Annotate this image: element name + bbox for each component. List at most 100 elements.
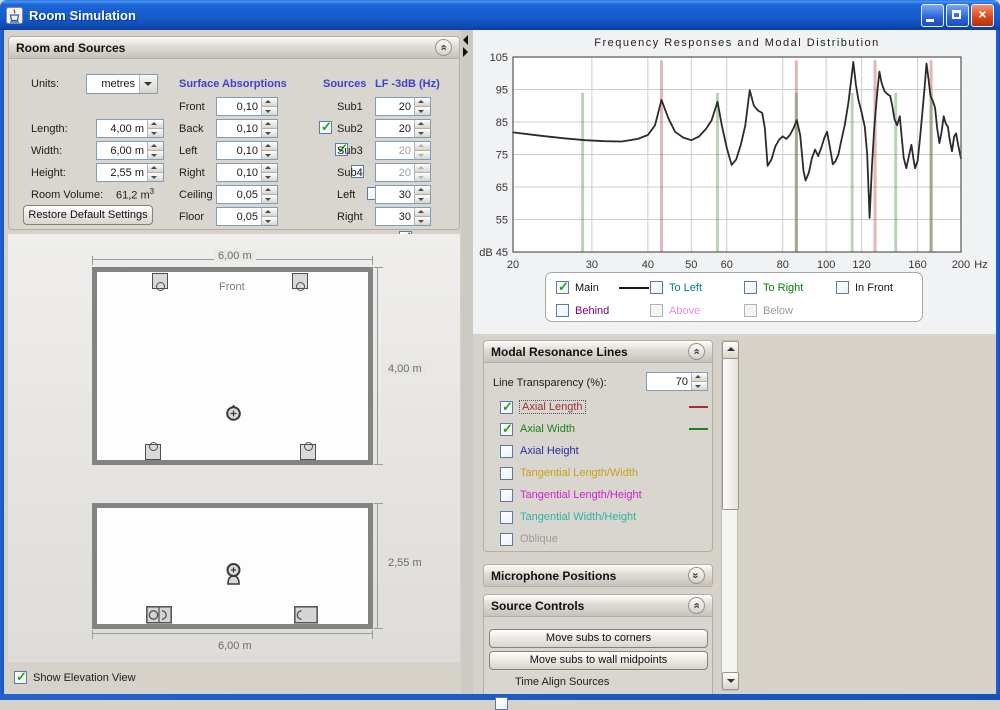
spinner-down-icon[interactable]: [415, 151, 430, 159]
modal-resonance-header[interactable]: Modal Resonance Lines: [484, 341, 712, 363]
spinner-down-icon[interactable]: [262, 129, 277, 137]
absorption-front-spinner[interactable]: 0,10: [216, 97, 278, 116]
collapse-panel-icon[interactable]: [435, 39, 452, 56]
tangential-length-width-checkbox[interactable]: [500, 467, 513, 480]
lf-sub4-spinner[interactable]: 20: [375, 163, 431, 182]
listener-icon[interactable]: [224, 403, 243, 422]
spinner-down-icon[interactable]: [148, 151, 163, 159]
legend-to-right-checkbox[interactable]: [744, 281, 757, 294]
collapse-panel-icon[interactable]: [688, 343, 705, 360]
spinner-down-icon[interactable]: [415, 173, 430, 181]
length-spinner[interactable]: 4,00 m: [96, 119, 164, 138]
modal-row-tangential-length-height[interactable]: Tangential Length/Height: [500, 487, 642, 503]
show-elevation-checkbox[interactable]: [14, 671, 27, 684]
lf-sub1-spinner[interactable]: 20: [375, 97, 431, 116]
speaker-icon[interactable]: [152, 273, 168, 289]
modal-row-tangential-length-width[interactable]: Tangential Length/Width: [500, 465, 638, 481]
spinner-down-icon[interactable]: [148, 173, 163, 181]
legend-item-behind[interactable]: Behind: [556, 304, 609, 317]
move-subs-to-corners-button[interactable]: Move subs to corners: [489, 629, 708, 648]
right-panel-scrollbar[interactable]: [721, 340, 738, 691]
legend-to-left-checkbox[interactable]: [650, 281, 663, 294]
axial-height-checkbox[interactable]: [500, 445, 513, 458]
time-align-sources-checkbox[interactable]: [495, 697, 508, 710]
split-divider[interactable]: [461, 30, 473, 694]
legend-item-in-front[interactable]: In Front: [836, 281, 893, 294]
modal-row-axial-height[interactable]: Axial Height: [500, 443, 579, 459]
restore-default-settings-button[interactable]: Restore Default Settings: [23, 205, 153, 225]
listener-head-icon[interactable]: [224, 562, 243, 586]
expand-panel-icon[interactable]: [688, 567, 705, 584]
tangential-width-height-checkbox[interactable]: [500, 511, 513, 524]
plan-view-room[interactable]: [92, 267, 373, 465]
spinner-up-icon[interactable]: [692, 373, 707, 382]
lf-sub2-spinner[interactable]: 20: [375, 119, 431, 138]
axial-length-checkbox[interactable]: [500, 401, 513, 414]
legend-item-above[interactable]: Above: [650, 304, 700, 317]
absorption-right-spinner[interactable]: 0,10: [216, 163, 278, 182]
spinner-down-icon[interactable]: [262, 217, 277, 225]
spinner-up-icon[interactable]: [148, 142, 163, 151]
legend-item-to-right[interactable]: To Right: [744, 281, 803, 294]
title-bar[interactable]: Room Simulation ×: [0, 0, 1000, 30]
line-transparency-spinner[interactable]: 70: [646, 372, 708, 391]
width-spinner[interactable]: 6,00 m: [96, 141, 164, 160]
source-controls-header[interactable]: Source Controls: [484, 595, 712, 617]
spinner-up-icon[interactable]: [148, 120, 163, 129]
lf-right-spinner[interactable]: 30: [375, 207, 431, 226]
source-sub1-checkbox[interactable]: [319, 121, 332, 134]
speaker-icon[interactable]: [300, 444, 316, 460]
legend-in-front-checkbox[interactable]: [836, 281, 849, 294]
spinner-down-icon[interactable]: [262, 151, 277, 159]
expand-right-icon[interactable]: [463, 47, 468, 57]
modal-row-axial-length[interactable]: Axial Length: [500, 399, 585, 415]
lf-left-spinner[interactable]: 30: [375, 185, 431, 204]
legend-behind-checkbox[interactable]: [556, 304, 569, 317]
speaker-icon[interactable]: [292, 273, 308, 289]
modal-row-tangential-width-height[interactable]: Tangential Width/Height: [500, 509, 636, 525]
microphone-positions-header[interactable]: Microphone Positions: [484, 565, 712, 587]
modal-row-oblique[interactable]: Oblique: [500, 531, 558, 547]
legend-below-checkbox[interactable]: [744, 304, 757, 317]
spinner-up-icon[interactable]: [262, 120, 277, 129]
axial-width-checkbox[interactable]: [500, 423, 513, 436]
spinner-down-icon[interactable]: [415, 107, 430, 115]
combobox-dropdown-icon[interactable]: [139, 75, 157, 93]
speaker-icon[interactable]: [145, 444, 161, 460]
spinner-up-icon[interactable]: [262, 208, 277, 217]
spinner-up-icon[interactable]: [415, 120, 430, 129]
frequency-response-chart[interactable]: 1059585756555dB 452030405060801001201602…: [474, 32, 994, 276]
units-combobox[interactable]: metres: [86, 74, 158, 94]
subwoofer-icon[interactable]: [294, 606, 318, 624]
modal-row-axial-width[interactable]: Axial Width: [500, 421, 575, 437]
spinner-up-icon[interactable]: [148, 164, 163, 173]
spinner-down-icon[interactable]: [262, 195, 277, 203]
collapse-left-icon[interactable]: [463, 35, 468, 45]
absorption-left-spinner[interactable]: 0,10: [216, 141, 278, 160]
absorption-ceiling-spinner[interactable]: 0,05: [216, 185, 278, 204]
scroll-down-icon[interactable]: [722, 672, 739, 690]
scroll-up-icon[interactable]: [722, 341, 739, 359]
spinner-up-icon[interactable]: [415, 98, 430, 107]
lf-sub3-spinner[interactable]: 20: [375, 141, 431, 160]
spinner-up-icon[interactable]: [262, 98, 277, 107]
absorption-floor-spinner[interactable]: 0,05: [216, 207, 278, 226]
legend-item-to-left[interactable]: To Left: [650, 281, 702, 294]
spinner-up-icon[interactable]: [415, 142, 430, 151]
tangential-length-height-checkbox[interactable]: [500, 489, 513, 502]
spinner-up-icon[interactable]: [262, 186, 277, 195]
subwoofer-pair-icon[interactable]: [146, 606, 172, 624]
spinner-up-icon[interactable]: [262, 142, 277, 151]
spinner-down-icon[interactable]: [415, 217, 430, 225]
absorption-back-spinner[interactable]: 0,10: [216, 119, 278, 138]
spinner-up-icon[interactable]: [415, 208, 430, 217]
collapse-panel-icon[interactable]: [688, 597, 705, 614]
legend-main-checkbox[interactable]: [556, 281, 569, 294]
spinner-up-icon[interactable]: [415, 164, 430, 173]
spinner-down-icon[interactable]: [415, 129, 430, 137]
legend-item-main[interactable]: Main: [556, 281, 649, 294]
legend-item-below[interactable]: Below: [744, 304, 793, 317]
legend-above-checkbox[interactable]: [650, 304, 663, 317]
spinner-down-icon[interactable]: [262, 173, 277, 181]
spinner-down-icon[interactable]: [148, 129, 163, 137]
